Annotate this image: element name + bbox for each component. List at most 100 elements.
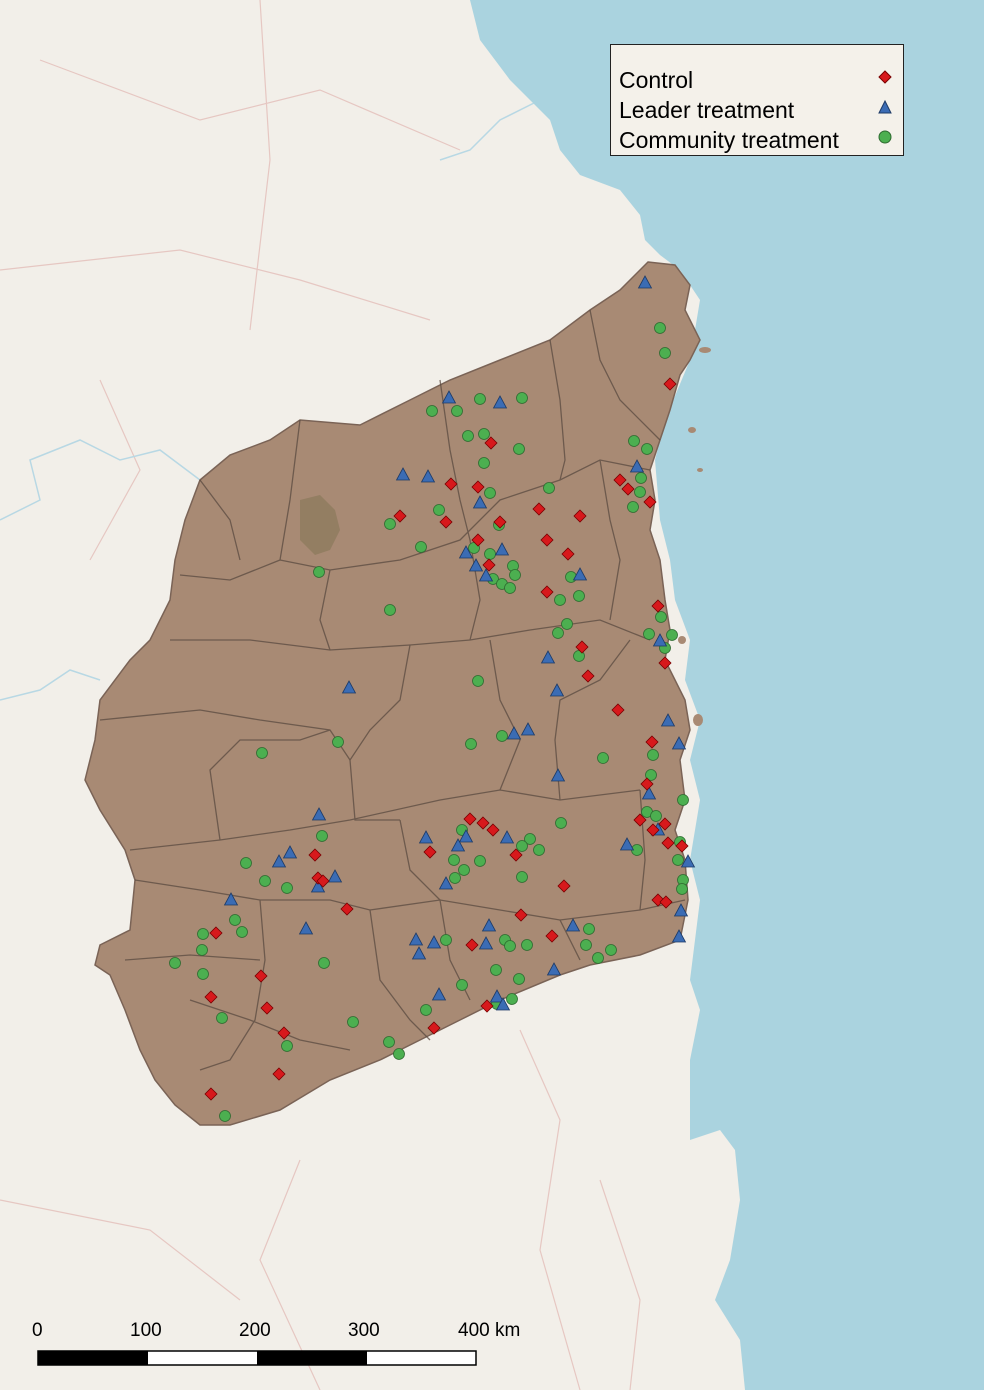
leader-treatment-marker <box>619 837 635 851</box>
leader-treatment-marker <box>660 713 676 727</box>
community-treatment-marker <box>451 405 463 417</box>
leader-treatment-marker <box>438 876 454 890</box>
community-treatment-marker <box>259 875 271 887</box>
community-treatment-marker <box>440 934 452 946</box>
community-treatment-marker <box>281 882 293 894</box>
community-treatment-marker <box>641 443 653 455</box>
community-treatment-marker <box>554 594 566 606</box>
community-treatment-marker <box>415 541 427 553</box>
control-marker <box>532 502 546 516</box>
control-marker <box>651 599 665 613</box>
control-marker <box>557 879 571 893</box>
control-marker <box>646 823 660 837</box>
community-treatment-marker <box>456 979 468 991</box>
community-treatment-marker <box>513 443 525 455</box>
control-marker <box>640 777 654 791</box>
community-treatment-marker <box>645 769 657 781</box>
control-marker <box>661 836 675 850</box>
community-treatment-marker <box>448 854 460 866</box>
leader-treatment-marker <box>550 768 566 782</box>
control-marker <box>209 926 223 940</box>
control-marker <box>393 509 407 523</box>
community-treatment-marker <box>347 1016 359 1028</box>
leader-treatment-marker <box>671 929 687 943</box>
control-marker <box>611 703 625 717</box>
control-marker <box>480 999 494 1013</box>
community-treatment-marker <box>393 1048 405 1060</box>
community-treatment-marker <box>543 482 555 494</box>
community-treatment-marker <box>627 501 639 513</box>
community-treatment-marker <box>240 857 252 869</box>
legend-label-leader: Leader treatment <box>619 97 795 123</box>
community-treatment-marker <box>504 582 516 594</box>
community-treatment-marker <box>672 854 684 866</box>
community-treatment-marker <box>643 628 655 640</box>
control-marker <box>465 938 479 952</box>
leader-treatment-marker <box>540 650 556 664</box>
leader-treatment-marker <box>629 459 645 473</box>
scale-label-400km: 400 km <box>458 1320 521 1341</box>
control-marker <box>621 482 635 496</box>
control-marker <box>663 377 677 391</box>
control-marker <box>514 908 528 922</box>
leader-treatment-marker <box>494 542 510 556</box>
control-marker <box>659 895 673 909</box>
community-treatment-marker <box>677 794 689 806</box>
control-marker <box>272 1067 286 1081</box>
leader-treatment-marker <box>298 921 314 935</box>
scale-label-300: 300 <box>348 1320 380 1341</box>
leader-treatment-marker <box>458 545 474 559</box>
control-marker <box>545 929 559 943</box>
control-marker <box>493 515 507 529</box>
community-treatment-marker <box>197 928 209 940</box>
community-treatment-marker <box>426 405 438 417</box>
community-treatment-marker <box>561 618 573 630</box>
community-treatment-marker <box>659 347 671 359</box>
community-treatment-marker <box>592 952 604 964</box>
community-treatment-marker <box>490 964 502 976</box>
legend-label-control: Control <box>619 67 694 93</box>
control-marker <box>613 473 627 487</box>
control-marker <box>540 533 554 547</box>
leader-treatment-marker <box>520 722 536 736</box>
leader-treatment-marker <box>506 726 522 740</box>
map-legend: Control Leader treatment Community treat… <box>610 44 904 156</box>
sea-area <box>470 0 984 1390</box>
community-treatment-marker <box>484 487 496 499</box>
community-treatment-marker <box>647 749 659 761</box>
community-treatment-marker <box>478 457 490 469</box>
leader-treatment-marker <box>478 568 494 582</box>
control-marker <box>463 812 477 826</box>
leader-treatment-marker <box>546 962 562 976</box>
community-treatment-marker <box>458 864 470 876</box>
leader-treatment-marker <box>418 830 434 844</box>
leader-treatment-marker <box>431 987 447 1001</box>
control-marker <box>439 515 453 529</box>
community-treatment-marker <box>676 883 688 895</box>
community-treatment-marker <box>506 993 518 1005</box>
community-treatment-marker <box>666 629 678 641</box>
control-marker <box>484 436 498 450</box>
control-marker <box>476 816 490 830</box>
community-treatment-marker <box>516 392 528 404</box>
district-boundaries <box>99 309 686 1071</box>
control-marker <box>486 823 500 837</box>
leader-treatment-marker <box>478 936 494 950</box>
road-lines <box>0 0 641 1390</box>
community-treatment-marker <box>516 840 528 852</box>
scale-label-100: 100 <box>130 1320 162 1341</box>
park-area <box>300 495 340 555</box>
community-treatment-marker <box>316 830 328 842</box>
community-treatment-marker <box>383 1036 395 1048</box>
community-treatment-marker <box>465 738 477 750</box>
community-treatment-marker <box>509 569 521 581</box>
control-marker <box>471 533 485 547</box>
leader-treatment-marker <box>499 830 515 844</box>
community-treatment-marker <box>216 1012 228 1024</box>
leader-treatment-marker <box>492 395 508 409</box>
red-diamond-icon <box>878 70 892 84</box>
leader-treatment-marker <box>637 275 653 289</box>
community-treatment-marker <box>169 957 181 969</box>
